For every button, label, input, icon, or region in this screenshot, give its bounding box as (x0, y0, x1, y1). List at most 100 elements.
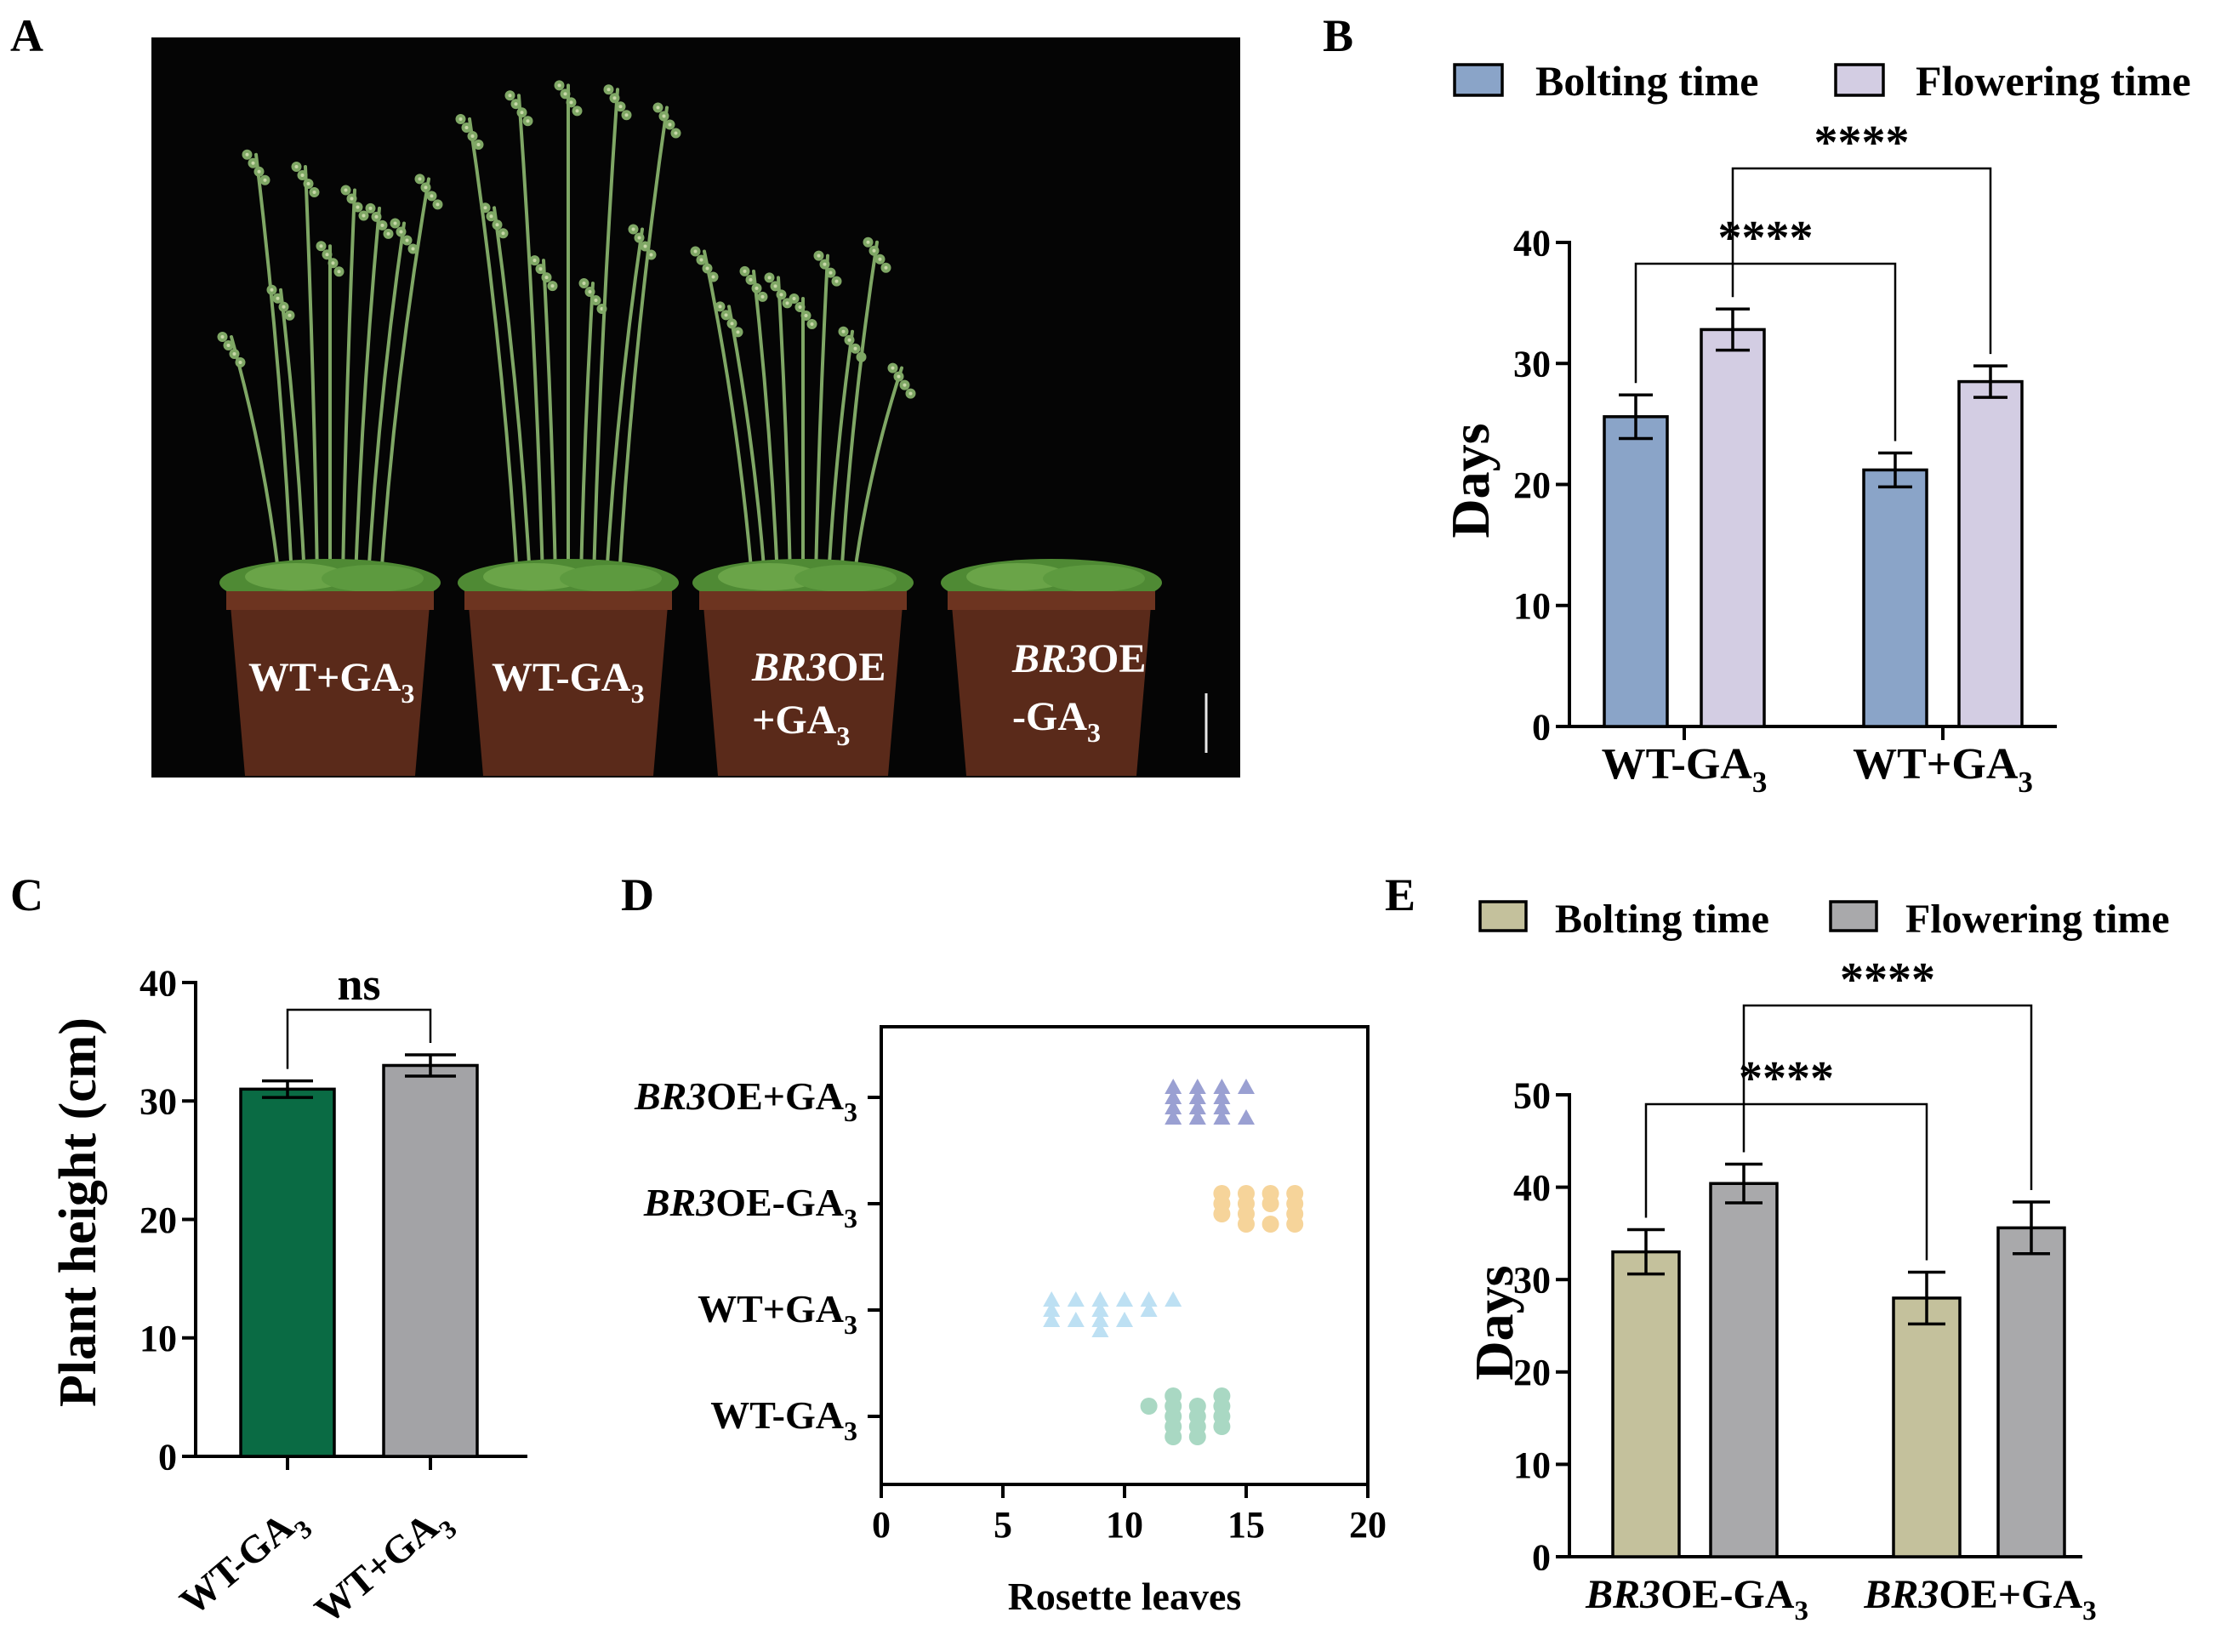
data-point (1213, 1099, 1231, 1114)
flower (396, 226, 407, 237)
data-point (1188, 1099, 1206, 1114)
data-point (1140, 1398, 1158, 1415)
error-bar (1878, 451, 1912, 489)
y-tick-label: 20 (1513, 464, 1551, 506)
data-point (1213, 1079, 1231, 1094)
pot-label-3: BR3OE (751, 645, 886, 690)
flower (664, 119, 675, 130)
stem (230, 335, 281, 580)
x-category-label: WT+GA3 (1853, 740, 2033, 799)
stem (727, 305, 766, 580)
flower (690, 246, 701, 257)
legend-label-flowering: Flowering time (1916, 57, 2191, 105)
flower (510, 99, 521, 110)
flower (473, 139, 484, 150)
flower (702, 263, 713, 274)
error-bar (262, 1079, 313, 1099)
stem (279, 288, 306, 580)
panel-a-letter: A (10, 10, 43, 61)
flower (751, 282, 762, 293)
flower (407, 243, 419, 254)
x-category-label: WT+GA3 (306, 1496, 462, 1639)
flower (800, 310, 812, 321)
data-point (1188, 1089, 1206, 1104)
y-tick-label: 40 (1513, 1167, 1551, 1209)
flower (316, 241, 327, 252)
data-point (1238, 1079, 1255, 1094)
data-point (1067, 1312, 1085, 1327)
flower (806, 318, 817, 329)
flower (371, 211, 382, 222)
bar (1957, 379, 2024, 728)
pot-label-4: BR3OE (1011, 636, 1146, 681)
legend-swatch-flowering (1834, 63, 1885, 97)
stem (254, 152, 293, 580)
data-point (1140, 1291, 1158, 1307)
data-point (1091, 1291, 1109, 1307)
y-axis-label: Days (1440, 423, 1501, 538)
flower (566, 97, 577, 108)
stem (517, 94, 544, 580)
data-point (1238, 1109, 1255, 1125)
error-bar (1908, 1270, 1945, 1326)
flower (322, 249, 333, 260)
error-bar (1627, 1228, 1665, 1276)
flower (420, 182, 431, 193)
bar (239, 1087, 336, 1458)
bar (1611, 1250, 1681, 1558)
pot-label-2: WT-GA3 (492, 655, 645, 709)
panel-e-letter: E (1385, 869, 1415, 920)
flower (426, 191, 437, 202)
data-point (1067, 1291, 1085, 1307)
flower (272, 293, 283, 304)
group-label: WT+GA3 (698, 1287, 857, 1340)
x-axis-label: Rosette leaves (1008, 1575, 1242, 1618)
y-tick-label: 0 (1532, 1536, 1551, 1578)
bar (1709, 1182, 1779, 1558)
flower (813, 250, 824, 261)
flower (529, 255, 540, 266)
flower (578, 278, 589, 289)
y-tick-label: 30 (1513, 1260, 1551, 1302)
flower (732, 327, 743, 338)
stem (605, 227, 644, 580)
error-bar (1619, 393, 1653, 441)
significance-bracket (1742, 1004, 2033, 1190)
data-point (1261, 1216, 1279, 1233)
flower (383, 228, 394, 239)
flower (825, 267, 836, 278)
x-tick-label: 20 (1349, 1504, 1387, 1546)
data-point (1165, 1079, 1182, 1094)
error-bar (1716, 307, 1750, 352)
flower (658, 111, 669, 122)
bar (1700, 328, 1766, 728)
flower (248, 157, 259, 168)
data-point (1043, 1302, 1061, 1317)
flower (726, 318, 737, 329)
flower (609, 93, 620, 104)
flower (776, 289, 787, 300)
rosette-leaf (483, 563, 585, 590)
flower (745, 274, 756, 285)
data-point (1091, 1312, 1109, 1327)
flower (757, 291, 768, 302)
significance-label: ns (337, 959, 380, 1010)
chart-c: Plant height (cm) 0 10 20 30 40 ns WT-GA3WT+… (49, 959, 527, 1639)
pot-rim (948, 591, 1155, 610)
stem (379, 177, 430, 580)
error-bar (405, 1053, 456, 1078)
y-tick-label: 30 (140, 1081, 177, 1123)
y-tick-label: 20 (1513, 1352, 1551, 1393)
significance-label: **** (1814, 117, 1910, 169)
data-point (1140, 1302, 1158, 1317)
flower (868, 245, 880, 256)
data-point (1165, 1089, 1182, 1104)
stem (354, 206, 381, 580)
data-point (1188, 1109, 1206, 1125)
data-point (1116, 1291, 1133, 1307)
legend-label-bolting: Bolting time (1535, 57, 1758, 105)
stem (618, 105, 669, 580)
pot (468, 595, 669, 776)
flower (554, 80, 565, 91)
pot-rim (464, 591, 672, 610)
